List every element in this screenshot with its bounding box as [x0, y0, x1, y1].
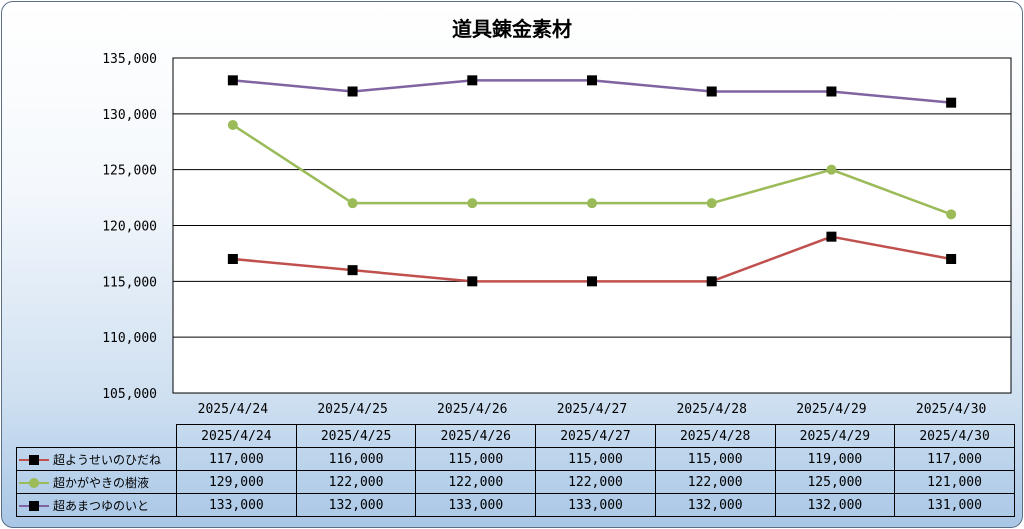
table-cell: 122,000 — [535, 470, 656, 494]
table-column-header: 2025/4/26 — [415, 424, 537, 448]
table-cell: 132,000 — [774, 493, 896, 517]
series-name: 超かがやきの樹液 — [53, 475, 150, 490]
data-point — [946, 209, 957, 220]
table-row: 超かがやきの樹液 129,000 122,000 122,000 122,000 122,… — [16, 470, 1015, 494]
data-point — [946, 254, 957, 264]
table-cell: 115,000 — [535, 447, 656, 471]
table-row-header: 超かがやきの樹液 — [16, 470, 177, 494]
y-tick-label: 105,000 — [102, 387, 157, 402]
table-cell: 117,000 — [176, 447, 297, 471]
x-tick-label: 2025/4/30 — [916, 402, 986, 417]
table-column-header: 2025/4/30 — [894, 424, 1015, 448]
data-point — [706, 276, 717, 287]
x-axis-ticks: 2025/4/24 2025/4/25 2025/4/26 2025/4/27 2025… — [198, 402, 987, 417]
table-cell: 119,000 — [774, 447, 896, 471]
legend-key-marker — [29, 501, 39, 511]
data-point — [347, 265, 358, 276]
data-point — [467, 198, 478, 209]
table-column-header: 2025/4/24 — [176, 424, 297, 448]
y-tick-label: 115,000 — [102, 275, 157, 290]
data-point — [946, 97, 957, 108]
data-point — [706, 198, 717, 209]
table-cell: 122,000 — [415, 470, 537, 494]
x-tick-label: 2025/4/29 — [796, 402, 866, 417]
legend-key — [19, 500, 49, 512]
table-corner — [17, 425, 177, 448]
table-cell: 133,000 — [415, 493, 537, 517]
table-cell: 125,000 — [774, 470, 896, 494]
data-table: 2025/4/24 2025/4/25 2025/4/26 2025/4/27 2025… — [16, 424, 1015, 517]
series-name: 超あまつゆのいと — [53, 498, 150, 513]
data-point — [347, 86, 358, 97]
table-cell: 115,000 — [654, 447, 776, 471]
table-cell: 132,000 — [295, 493, 417, 517]
table-cell: 122,000 — [295, 470, 417, 494]
data-point — [347, 198, 358, 209]
y-tick-label: 120,000 — [102, 220, 157, 235]
data-point — [467, 276, 478, 287]
data-point — [587, 198, 597, 209]
data-point — [587, 75, 597, 86]
series-3 — [227, 75, 957, 108]
chart-title: 道具錬金素材 — [452, 17, 572, 41]
x-tick-label: 2025/4/24 — [198, 402, 269, 417]
x-tick-label: 2025/4/27 — [557, 402, 627, 417]
table-row: 超ようせいのひだね 117,000 116,000 115,000 115,000 115… — [16, 447, 1015, 471]
x-tick-label: 2025/4/28 — [676, 402, 746, 417]
data-point — [227, 120, 238, 130]
table-cell: 117,000 — [894, 447, 1015, 471]
y-tick-label: 130,000 — [102, 108, 157, 123]
y-tick-label: 125,000 — [102, 164, 157, 179]
table-row-header: 超あまつゆのいと — [16, 493, 177, 517]
table-cell: 116,000 — [295, 447, 417, 471]
data-point — [467, 75, 478, 86]
table-cell: 115,000 — [415, 447, 537, 471]
y-tick-label: 135,000 — [102, 52, 157, 67]
table-cell: 131,000 — [894, 493, 1015, 517]
table-column-header: 2025/4/28 — [654, 424, 776, 448]
table-cell: 133,000 — [535, 493, 656, 517]
series-lines — [227, 75, 957, 287]
table-cell: 129,000 — [176, 470, 297, 494]
table-cell: 121,000 — [894, 470, 1015, 494]
table-row-header: 超ようせいのひだね — [16, 447, 177, 471]
table-column-header: 2025/4/25 — [295, 424, 417, 448]
table-cell: 122,000 — [654, 470, 776, 494]
data-point — [826, 231, 837, 242]
data-point — [227, 254, 238, 264]
table-cell: 132,000 — [654, 493, 776, 517]
data-point — [227, 75, 238, 86]
data-point — [587, 276, 597, 287]
legend-key — [19, 477, 49, 489]
series-name: 超ようせいのひだね — [53, 452, 162, 467]
legend-key-marker — [29, 478, 39, 488]
table-row: 超あまつゆのいと 133,000 132,000 133,000 133,000 132,… — [16, 493, 1015, 517]
table-cell: 133,000 — [176, 493, 297, 517]
y-tick-label: 110,000 — [102, 331, 157, 346]
x-tick-label: 2025/4/25 — [317, 402, 387, 417]
table-header-row: 2025/4/24 2025/4/25 2025/4/26 2025/4/27 2025… — [17, 424, 1015, 448]
table-column-header: 2025/4/27 — [535, 424, 656, 448]
series-2 — [227, 120, 957, 220]
series-1 — [227, 231, 957, 287]
legend-key-marker — [29, 455, 39, 465]
y-axis-ticks: 105,000 110,000 115,000 120,000 125,000 130,0… — [102, 52, 157, 402]
data-point — [826, 164, 837, 175]
legend-key — [19, 454, 49, 466]
data-point — [706, 86, 717, 97]
data-point — [826, 86, 837, 97]
x-tick-label: 2025/4/26 — [437, 402, 507, 417]
table-column-header: 2025/4/29 — [774, 424, 896, 448]
